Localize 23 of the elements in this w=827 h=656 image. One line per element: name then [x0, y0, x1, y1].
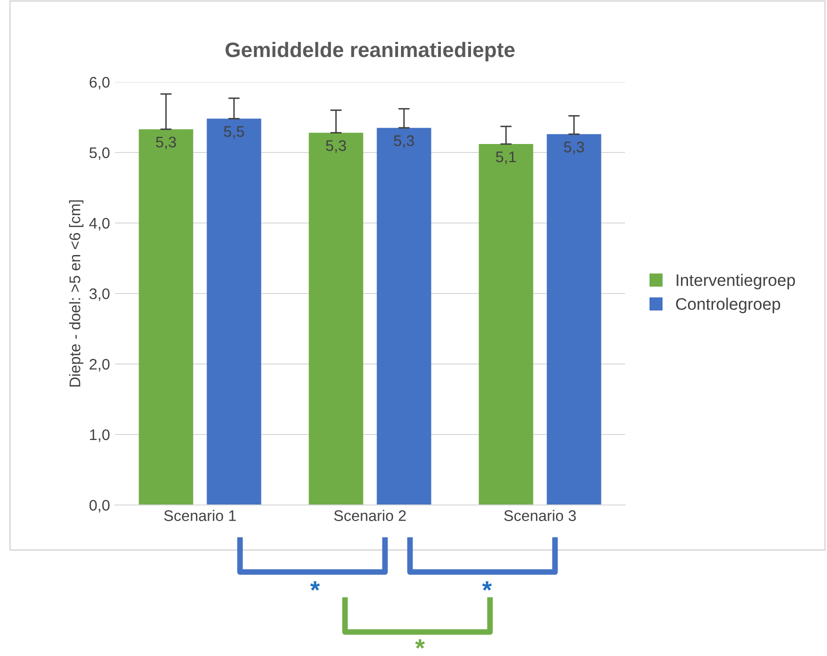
data-label: 5,5 [224, 126, 244, 139]
legend-label: Controlegroep [676, 298, 780, 314]
data-label: 5,3 [326, 140, 346, 153]
chart-title: Gemiddelde reanimatiediepte [226, 42, 515, 62]
data-label: 5,3 [394, 135, 414, 148]
x-tick-label: Scenario 2 [334, 510, 406, 522]
x-tick-label: Scenario 3 [504, 510, 576, 522]
text: * [415, 639, 425, 649]
x-tick-label: Scenario 1 [164, 510, 236, 522]
text: * [310, 581, 320, 591]
y-tick-label: 1,0 [90, 429, 110, 442]
text: * [482, 581, 492, 591]
y-tick-label: 2,0 [90, 358, 110, 372]
y-tick-label: 3,0 [89, 288, 110, 301]
y-tick-label: 6,0 [90, 76, 110, 90]
data-label: 5,1 [496, 152, 516, 164]
data-label: 5,3 [564, 142, 584, 154]
y-tick-label: 0,0 [90, 500, 110, 512]
y-tick-label: 5,0 [90, 147, 110, 160]
legend-label: Interventiegroep [676, 274, 795, 290]
data-label: 5,3 [156, 136, 176, 150]
y-tick-label: 4,0 [89, 218, 110, 230]
y-axis-title: Diepte - doel: >5 en <6 [cm] [69, 200, 84, 387]
